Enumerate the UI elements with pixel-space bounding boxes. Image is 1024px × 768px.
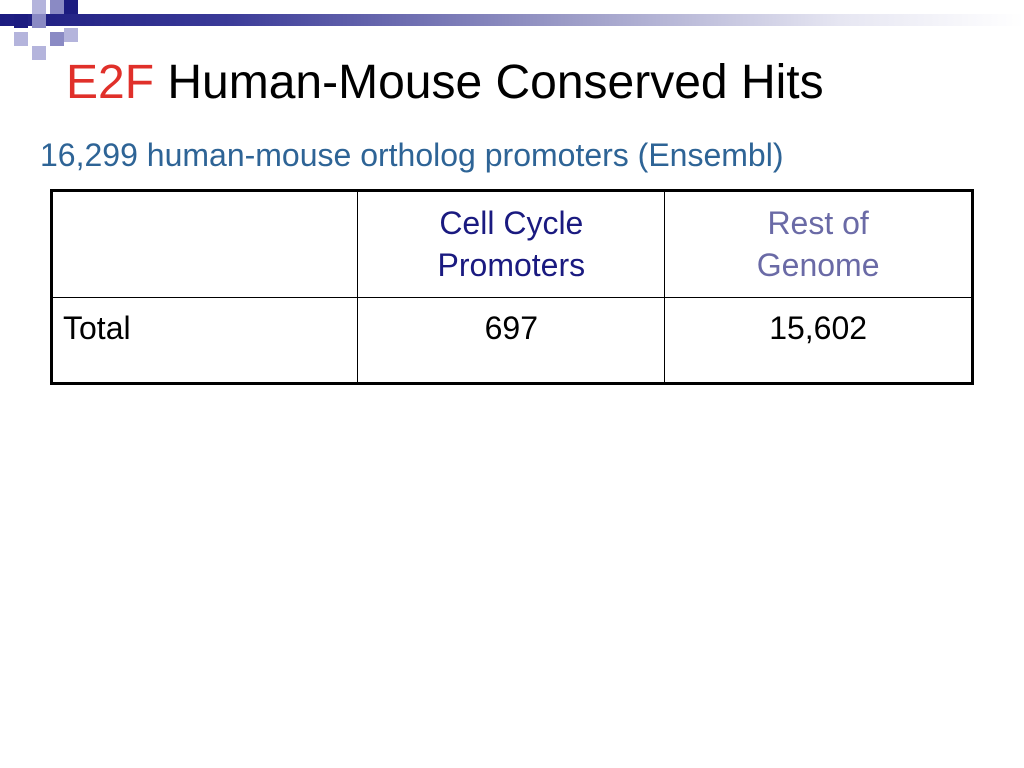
title-text: Human-Mouse Conserved Hits (167, 56, 824, 109)
decor-square (32, 0, 46, 14)
header-rest-of-genome: Rest of Genome (664, 190, 973, 298)
row-label-total: Total (50, 297, 359, 384)
table-header-row: Cell Cycle Promoters Rest of Genome (50, 190, 973, 298)
table-row: Total 697 15,602 (50, 297, 973, 384)
decor-square (14, 14, 28, 28)
title-highlight: E2F (66, 56, 155, 109)
slide-title: E2F Human-Mouse Conserved Hits (66, 54, 824, 112)
decor-square (64, 0, 78, 14)
header-text: Genome (756, 246, 880, 283)
header-cell-empty (50, 190, 359, 298)
decor-square (32, 46, 46, 60)
cell-cycle-total: 697 (357, 297, 666, 384)
slide-subtitle: 16,299 human-mouse ortholog promoters (E… (40, 137, 784, 173)
header-text: Cell Cycle (439, 204, 584, 241)
hits-table: Cell Cycle Promoters Rest of Genome Tota… (50, 189, 974, 385)
decor-square (64, 28, 78, 42)
decor-square (50, 0, 64, 14)
header-cell-cycle-promoters: Cell Cycle Promoters (357, 190, 666, 298)
decor-square (50, 32, 64, 46)
header-text: Rest of (767, 204, 869, 241)
header-text: Promoters (437, 246, 586, 283)
decor-square (32, 14, 46, 28)
decor-square (14, 32, 28, 46)
header-gradient-bar (0, 14, 1024, 26)
rest-of-genome-total: 15,602 (664, 297, 973, 384)
